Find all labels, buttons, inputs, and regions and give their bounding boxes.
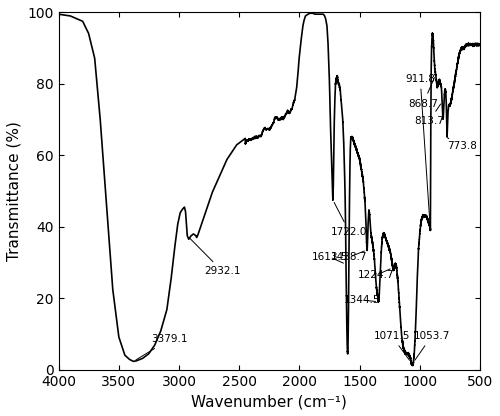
Text: 1722.0: 1722.0 [332, 203, 368, 237]
Text: 3379.1: 3379.1 [136, 334, 188, 360]
Text: 868.7: 868.7 [408, 77, 438, 109]
Text: 2932.1: 2932.1 [189, 238, 241, 276]
Text: 1613.5: 1613.5 [312, 252, 348, 263]
Text: 1071.5: 1071.5 [374, 331, 410, 360]
Text: 1224.7: 1224.7 [358, 269, 395, 280]
X-axis label: Wavenumber (cm⁻¹): Wavenumber (cm⁻¹) [192, 394, 348, 409]
Y-axis label: Transmittance (%): Transmittance (%) [7, 121, 22, 261]
Text: 911.8: 911.8 [406, 74, 435, 228]
Text: 1438.7: 1438.7 [331, 251, 368, 262]
Text: 773.8: 773.8 [447, 137, 476, 151]
Text: 1053.7: 1053.7 [414, 331, 450, 360]
Text: 813.7: 813.7 [414, 104, 444, 126]
Text: 1344.5: 1344.5 [344, 295, 380, 305]
